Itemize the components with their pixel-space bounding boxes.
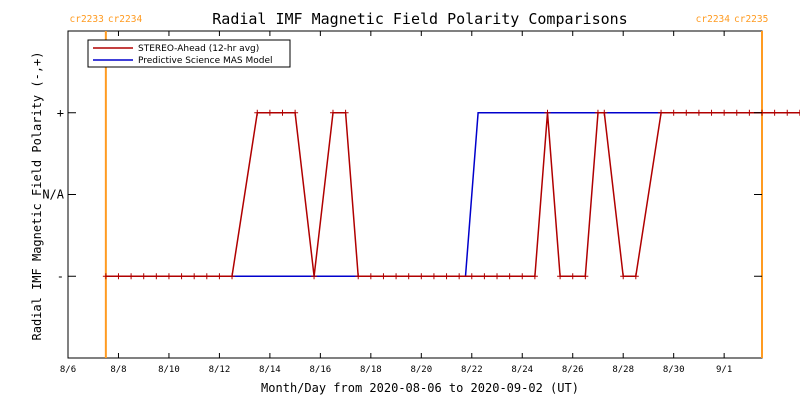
y-tick-label: + (57, 106, 64, 120)
series-line (105, 112, 800, 278)
chart-title: Radial IMF Magnetic Field Polarity Compa… (212, 10, 627, 28)
data-point (443, 273, 450, 280)
data-point (582, 273, 589, 280)
data-point (658, 109, 665, 116)
data-point (721, 109, 728, 116)
data-point (165, 273, 172, 280)
data-point (191, 273, 198, 280)
legend-label-model: Predictive Science MAS Model (138, 56, 273, 66)
x-tick-label: 8/26 (562, 365, 584, 375)
x-tick-label: 8/8 (110, 365, 126, 375)
legend-label-stereo: STEREO-Ahead (12-hr avg) (138, 44, 259, 54)
x-tick-label: 8/20 (410, 365, 432, 375)
legend: STEREO-Ahead (12-hr avg) Predictive Scie… (87, 39, 291, 68)
data-point (506, 273, 513, 280)
data-point (481, 273, 488, 280)
data-point (380, 273, 387, 280)
data-point (266, 109, 273, 116)
data-point (153, 273, 160, 280)
data-point (531, 273, 538, 280)
data-point (115, 273, 122, 280)
data-point (418, 273, 425, 280)
series-stereo-ahead (102, 109, 800, 280)
y-tick-label: - (57, 269, 64, 283)
x-tick-label: 8/10 (158, 365, 180, 375)
carrington-label-next: cr2235 (734, 14, 768, 25)
data-point (601, 109, 608, 116)
data-point (203, 273, 210, 280)
data-point (279, 109, 286, 116)
data-point (329, 109, 336, 116)
x-tick-label: 8/30 (663, 365, 685, 375)
data-point (140, 273, 147, 280)
plot-frame (67, 30, 763, 359)
series-predictive-science-model (105, 112, 800, 278)
data-point (254, 109, 261, 116)
data-point (128, 273, 135, 280)
data-point (292, 109, 299, 116)
x-tick-label: 9/1 (716, 365, 732, 375)
series-line (105, 112, 800, 278)
data-point (468, 273, 475, 280)
x-tick-label: 8/18 (360, 365, 382, 375)
data-point (620, 273, 627, 280)
carrington-label-prev: cr2234 (696, 14, 731, 25)
data-point (771, 109, 778, 116)
data-point (594, 109, 601, 116)
data-point (216, 273, 223, 280)
data-point (519, 273, 526, 280)
data-point (695, 109, 702, 116)
data-point (494, 273, 501, 280)
data-point (557, 273, 564, 280)
data-point (355, 273, 362, 280)
data-point (311, 273, 318, 280)
data-point (393, 273, 400, 280)
y-axis-label: Radial IMF Magnetic Field Polarity (-,+) (30, 52, 44, 341)
data-point (342, 109, 349, 116)
data-point (632, 273, 639, 280)
data-point (784, 109, 791, 116)
data-point (430, 273, 437, 280)
x-tick-label: 8/28 (612, 365, 634, 375)
legend-box (87, 39, 291, 68)
data-point (569, 273, 576, 280)
x-tick-label: 8/6 (60, 365, 76, 375)
y-tick-label: N/A (42, 188, 64, 202)
data-point (746, 109, 753, 116)
data-point (229, 273, 236, 280)
data-point (544, 109, 551, 116)
data-point (456, 273, 463, 280)
x-tick-label: 8/16 (310, 365, 332, 375)
x-axis-label: Month/Day from 2020-08-06 to 2020-09-02 … (261, 381, 579, 395)
data-point (367, 273, 374, 280)
data-point (733, 109, 740, 116)
data-point (178, 273, 185, 280)
x-tick-label: 8/22 (461, 365, 483, 375)
data-point (670, 109, 677, 116)
carrington-label-prev: cr2233 (70, 14, 104, 25)
x-tick-label: 8/12 (209, 365, 231, 375)
data-point (683, 109, 690, 116)
x-tick-label: 8/24 (511, 365, 533, 375)
data-point (708, 109, 715, 116)
x-tick-label: 8/14 (259, 365, 281, 375)
carrington-label-next: cr2234 (108, 14, 143, 25)
data-point (102, 273, 109, 280)
data-point (405, 273, 412, 280)
